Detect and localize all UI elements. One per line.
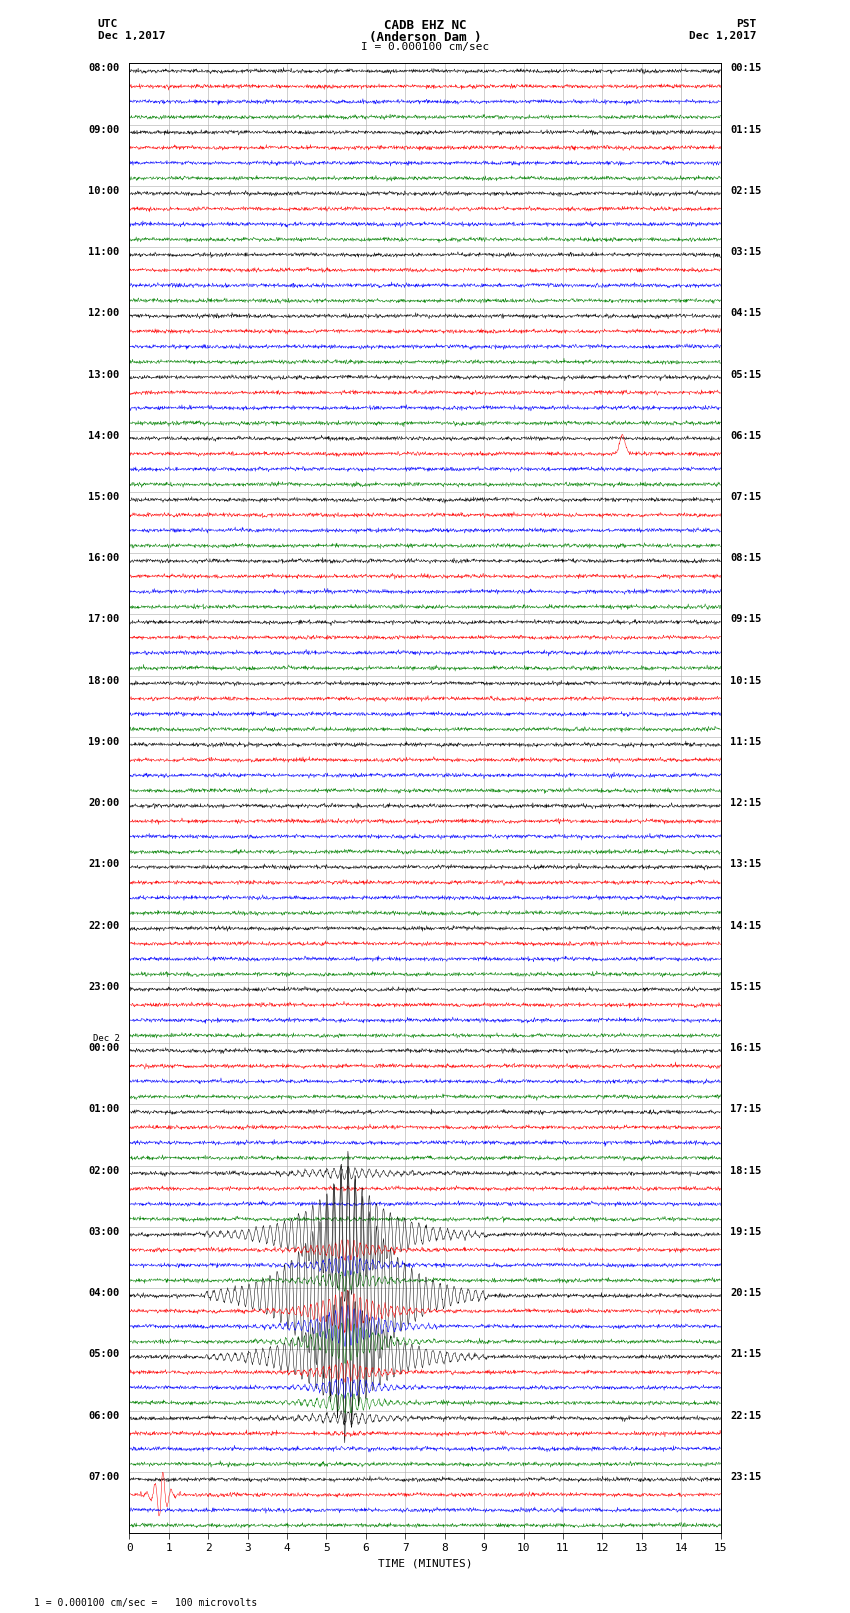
Text: 02:15: 02:15 xyxy=(730,185,762,195)
Text: 04:15: 04:15 xyxy=(730,308,762,318)
Text: 12:00: 12:00 xyxy=(88,308,120,318)
Text: 13:00: 13:00 xyxy=(88,369,120,379)
Text: Dec 1,2017: Dec 1,2017 xyxy=(98,31,165,40)
Text: UTC: UTC xyxy=(98,19,118,29)
Text: 08:15: 08:15 xyxy=(730,553,762,563)
Text: 16:00: 16:00 xyxy=(88,553,120,563)
Text: 21:15: 21:15 xyxy=(730,1350,762,1360)
Text: 14:15: 14:15 xyxy=(730,921,762,931)
Text: 20:15: 20:15 xyxy=(730,1289,762,1298)
Text: 09:00: 09:00 xyxy=(88,124,120,134)
Text: 19:00: 19:00 xyxy=(88,737,120,747)
Text: 15:00: 15:00 xyxy=(88,492,120,502)
Text: 08:00: 08:00 xyxy=(88,63,120,73)
Text: 10:00: 10:00 xyxy=(88,185,120,195)
Text: 15:15: 15:15 xyxy=(730,982,762,992)
Text: 00:15: 00:15 xyxy=(730,63,762,73)
Text: 05:15: 05:15 xyxy=(730,369,762,379)
Text: Dec 1,2017: Dec 1,2017 xyxy=(689,31,756,40)
Text: 19:15: 19:15 xyxy=(730,1227,762,1237)
Text: 22:00: 22:00 xyxy=(88,921,120,931)
Text: 07:00: 07:00 xyxy=(88,1471,120,1482)
Text: 07:15: 07:15 xyxy=(730,492,762,502)
Text: 17:15: 17:15 xyxy=(730,1105,762,1115)
Text: I = 0.000100 cm/sec: I = 0.000100 cm/sec xyxy=(361,42,489,52)
Text: 23:15: 23:15 xyxy=(730,1471,762,1482)
Text: 01:00: 01:00 xyxy=(88,1105,120,1115)
Text: 06:15: 06:15 xyxy=(730,431,762,440)
Text: 17:00: 17:00 xyxy=(88,615,120,624)
Text: 03:00: 03:00 xyxy=(88,1227,120,1237)
Text: Dec 2: Dec 2 xyxy=(93,1034,120,1044)
Text: 18:15: 18:15 xyxy=(730,1166,762,1176)
Text: PST: PST xyxy=(736,19,756,29)
Text: 12:15: 12:15 xyxy=(730,798,762,808)
Text: 18:00: 18:00 xyxy=(88,676,120,686)
Text: 10:15: 10:15 xyxy=(730,676,762,686)
Text: 01:15: 01:15 xyxy=(730,124,762,134)
Text: 03:15: 03:15 xyxy=(730,247,762,256)
X-axis label: TIME (MINUTES): TIME (MINUTES) xyxy=(377,1560,473,1569)
Text: 14:00: 14:00 xyxy=(88,431,120,440)
Text: 05:00: 05:00 xyxy=(88,1350,120,1360)
Text: 22:15: 22:15 xyxy=(730,1410,762,1421)
Text: 11:00: 11:00 xyxy=(88,247,120,256)
Text: 23:00: 23:00 xyxy=(88,982,120,992)
Text: 06:00: 06:00 xyxy=(88,1410,120,1421)
Text: CADB EHZ NC: CADB EHZ NC xyxy=(383,19,467,32)
Text: 09:15: 09:15 xyxy=(730,615,762,624)
Text: 21:00: 21:00 xyxy=(88,860,120,869)
Text: 13:15: 13:15 xyxy=(730,860,762,869)
Text: 00:00: 00:00 xyxy=(88,1044,120,1053)
Text: 1 = 0.000100 cm/sec =   100 microvolts: 1 = 0.000100 cm/sec = 100 microvolts xyxy=(34,1598,258,1608)
Text: 20:00: 20:00 xyxy=(88,798,120,808)
Text: 11:15: 11:15 xyxy=(730,737,762,747)
Text: 04:00: 04:00 xyxy=(88,1289,120,1298)
Text: 02:00: 02:00 xyxy=(88,1166,120,1176)
Text: (Anderson Dam ): (Anderson Dam ) xyxy=(369,31,481,44)
Text: 16:15: 16:15 xyxy=(730,1044,762,1053)
